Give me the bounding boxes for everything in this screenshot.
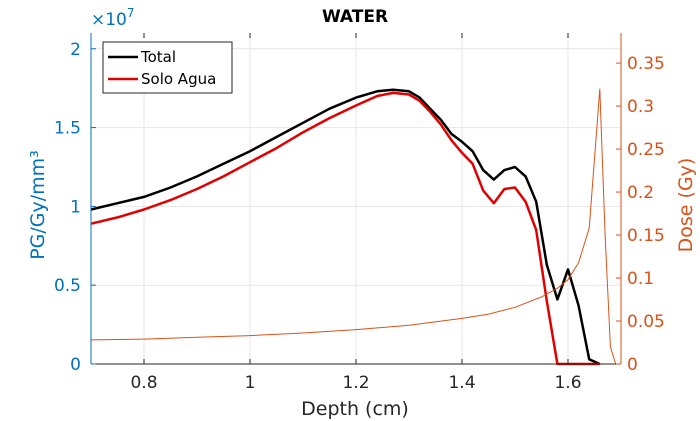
x-tick-label: 1.6 bbox=[554, 373, 581, 393]
y-right-tick-label: 0 bbox=[627, 355, 638, 375]
legend-box bbox=[102, 41, 233, 94]
tick-labels: 0.8 1 1.2 1.4 1.6 0 0.5 1 1.5 2 0 0.05 0.1 0.15 0.2 0.2… bbox=[54, 40, 665, 393]
series-line-solo-agua bbox=[90, 91, 600, 366]
y-axis-left-label: PG/Gy/mm³ bbox=[27, 150, 49, 260]
y-right-tick-label: 0.2 bbox=[627, 183, 654, 203]
y-right-tick-label: 0.15 bbox=[627, 226, 665, 246]
y-left-tick-label: 1 bbox=[70, 197, 81, 217]
x-tick-label: 1.2 bbox=[342, 373, 369, 393]
x-tick-label: 1.4 bbox=[448, 373, 475, 393]
y-axis-right-label: Dose (Gy) bbox=[675, 158, 697, 253]
legend: Total Solo Agua bbox=[102, 41, 233, 94]
legend-label-solo-agua: Solo Agua bbox=[141, 70, 216, 88]
y-axis-left-exponent: ×107 bbox=[91, 6, 135, 30]
y-left-tick-label: 0 bbox=[70, 355, 81, 375]
series-line-total bbox=[90, 88, 601, 366]
y-right-tick-label: 0.3 bbox=[627, 97, 654, 117]
exponent-base: ×10 bbox=[91, 10, 127, 30]
legend-label-total: Total bbox=[140, 48, 176, 66]
y-left-tick-label: 2 bbox=[70, 40, 81, 60]
y-right-tick-label: 0.1 bbox=[627, 269, 654, 289]
y-left-tick-label: 1.5 bbox=[54, 119, 81, 139]
y-left-tick-label: 0.5 bbox=[54, 276, 81, 296]
series-lines bbox=[90, 88, 621, 366]
y-right-tick-label: 0.05 bbox=[627, 312, 665, 332]
y-right-tick-label: 0.25 bbox=[627, 140, 665, 160]
x-axis-label: Depth (cm) bbox=[301, 398, 409, 420]
series-line-dose bbox=[90, 88, 621, 365]
exponent-power: 7 bbox=[127, 6, 135, 20]
y-right-tick-label: 0.35 bbox=[627, 54, 665, 74]
chart-title: WATER bbox=[322, 7, 388, 27]
x-tick-label: 1 bbox=[245, 373, 256, 393]
x-tick-label: 0.8 bbox=[130, 373, 157, 393]
axes bbox=[90, 33, 622, 365]
